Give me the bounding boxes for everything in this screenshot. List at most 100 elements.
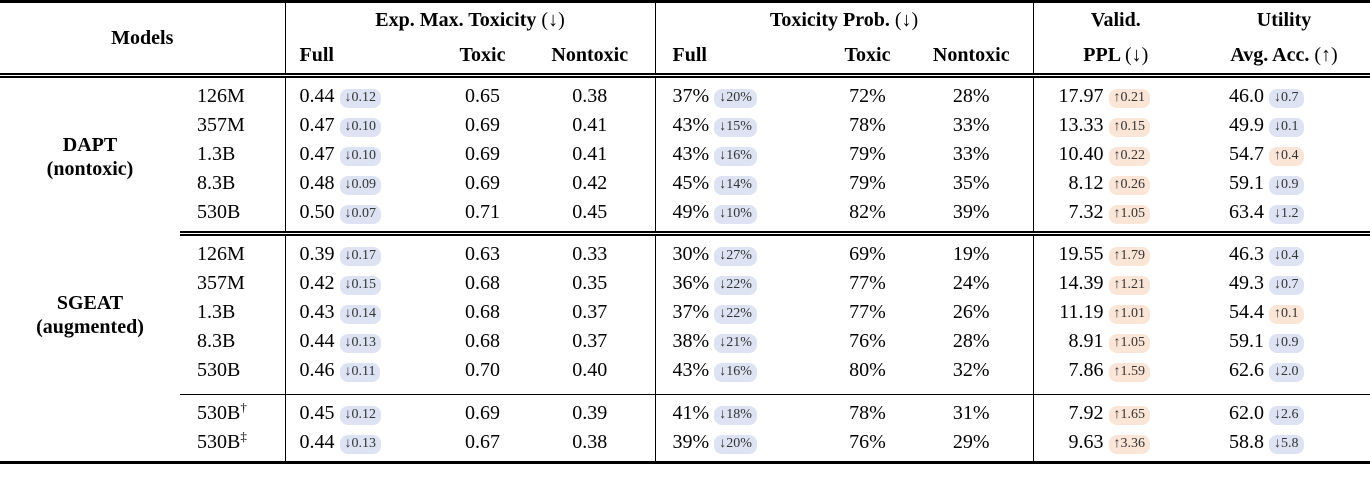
value: 0.65 bbox=[465, 85, 500, 107]
cell-emt-full: 0.47 ↓0.10 bbox=[284, 140, 440, 169]
cell-model-size: 8.3B bbox=[180, 169, 285, 198]
value: 530B bbox=[197, 402, 241, 424]
column-header-emt-toxic: Toxic bbox=[440, 38, 525, 78]
results-table: Models Exp. Max. Toxicity (↓) Toxicity P… bbox=[0, 0, 1370, 464]
column-header-emt-full: Full bbox=[284, 38, 440, 78]
column-header-prob-full: Full bbox=[654, 38, 826, 78]
cell-emt-toxic: 0.68 bbox=[440, 298, 525, 327]
cell-prob-full: 37% ↓22% bbox=[654, 298, 826, 327]
value: 62.6 bbox=[1229, 358, 1265, 381]
table-row: 1.3B 0.43 ↓0.14 0.68 0.37 37% ↓22% 77% 26% 11.19 ↑… bbox=[0, 298, 1370, 327]
value: 33% bbox=[952, 114, 990, 136]
cell-valid-ppl: 7.92 ↑1.65 bbox=[1032, 394, 1199, 428]
value: 63.4 bbox=[1229, 200, 1265, 223]
cell-model-size: 357M bbox=[180, 111, 285, 140]
cell-emt-toxic: 0.68 bbox=[440, 327, 525, 356]
cell-emt-full: 0.47 ↓0.10 bbox=[284, 111, 440, 140]
value: 7.92 bbox=[1068, 401, 1104, 424]
cell-prob-toxic: 69% bbox=[825, 231, 911, 269]
cell-prob-toxic: 82% bbox=[825, 198, 910, 234]
header-row-subcolumns: Full Toxic Nontoxic Full Toxic Nontoxic … bbox=[0, 38, 1370, 78]
table-row: 530B‡ 0.44 ↓0.13 0.67 0.38 39% ↓20% 76% 29% 9.63 ↑… bbox=[0, 428, 1370, 463]
value: 11.19 bbox=[1059, 300, 1104, 323]
cell-prob-full: 37% ↓20% bbox=[654, 75, 826, 111]
value: 77% bbox=[849, 301, 886, 323]
delta-badge: ↓0.13 bbox=[339, 434, 381, 455]
value: 79% bbox=[849, 143, 886, 165]
delta-badge: ↑3.36 bbox=[1108, 434, 1151, 455]
value: 530B bbox=[197, 359, 241, 381]
value: 0.44 bbox=[299, 329, 335, 352]
cell-valid-ppl: 19.55 ↑1.79 bbox=[1032, 231, 1199, 269]
value: 0.69 bbox=[465, 114, 500, 136]
cell-avg-acc: 62.6 ↓2.0 bbox=[1198, 356, 1370, 395]
cell-emt-nontoxic: 0.35 bbox=[525, 269, 655, 298]
delta-badge: ↓22% bbox=[714, 275, 757, 296]
cell-emt-nontoxic: 0.39 bbox=[525, 394, 656, 428]
cell-prob-toxic: 80% bbox=[825, 356, 910, 395]
cell-avg-acc: 49.9 ↓0.1 bbox=[1198, 111, 1370, 140]
cell-emt-full: 0.44 ↓0.12 bbox=[284, 75, 440, 111]
delta-badge: ↓16% bbox=[714, 362, 757, 383]
value: 8.91 bbox=[1068, 329, 1104, 352]
value: 46.3 bbox=[1229, 242, 1265, 265]
cell-model-size: 1.3B bbox=[180, 298, 285, 327]
value: 0.68 bbox=[465, 272, 500, 294]
value: 0.69 bbox=[465, 172, 500, 194]
delta-badge: ↓0.13 bbox=[339, 333, 381, 354]
cell-valid-ppl: 10.40 ↑0.22 bbox=[1032, 140, 1199, 169]
cell-emt-toxic: 0.68 bbox=[440, 269, 525, 298]
table-header: Models Exp. Max. Toxicity (↓) Toxicity P… bbox=[0, 1, 1370, 78]
cell-avg-acc: 46.3 ↓0.4 bbox=[1198, 231, 1370, 269]
value: 13.33 bbox=[1058, 113, 1104, 136]
cell-prob-nontoxic: 26% bbox=[910, 298, 1033, 327]
value: 9.63 bbox=[1068, 430, 1104, 453]
cell-emt-toxic: 0.69 bbox=[440, 140, 525, 169]
delta-badge: ↓27% bbox=[714, 246, 757, 267]
cell-emt-full: 0.39 ↓0.17 bbox=[284, 231, 440, 269]
cell-prob-full: 36% ↓22% bbox=[654, 269, 826, 298]
cell-prob-toxic: 79% bbox=[825, 140, 910, 169]
cell-model-size: 530B† bbox=[180, 394, 285, 428]
down-arrow-icon: (↓) bbox=[541, 9, 565, 31]
value: 69% bbox=[849, 243, 886, 265]
value: 0.37 bbox=[572, 330, 608, 352]
value: 0.71 bbox=[465, 201, 500, 223]
cell-emt-full: 0.46 ↓0.11 bbox=[284, 356, 440, 395]
delta-badge: ↓0.10 bbox=[339, 117, 381, 138]
cell-emt-nontoxic: 0.41 bbox=[525, 111, 655, 140]
value: 33% bbox=[952, 143, 990, 165]
delta-badge: ↓22% bbox=[714, 304, 757, 325]
cell-emt-full: 0.44 ↓0.13 bbox=[284, 428, 440, 463]
value: 0.38 bbox=[572, 85, 608, 107]
column-header-models: Models bbox=[0, 1, 285, 78]
section-530b-variants: 530B† 0.45 ↓0.12 0.69 0.39 41% ↓18% 78% 31% 7.92 ↑… bbox=[0, 394, 1370, 463]
value: 30% bbox=[672, 242, 710, 265]
delta-badge: ↑1.79 bbox=[1108, 246, 1151, 267]
column-header-exp-max-toxicity: Exp. Max. Toxicity (↓) bbox=[284, 1, 656, 38]
table-row: SGEAT (augmented) 126M 0.39 ↓0.17 0.63 0.33 30%… bbox=[0, 231, 1370, 338]
delta-badge: ↓0.7 bbox=[1269, 88, 1304, 109]
cell-emt-nontoxic: 0.45 bbox=[525, 198, 655, 234]
value: 0.69 bbox=[465, 402, 500, 424]
cell-prob-toxic: 78% bbox=[825, 111, 910, 140]
cell-valid-ppl: 11.19 ↑1.01 bbox=[1032, 298, 1199, 327]
value: 8.3B bbox=[197, 172, 236, 194]
cell-avg-acc: 59.1 ↓0.9 bbox=[1198, 169, 1370, 198]
value: 0.70 bbox=[465, 359, 500, 381]
value: 0.67 bbox=[465, 431, 500, 453]
cell-emt-full: 0.50 ↓0.07 bbox=[284, 198, 440, 234]
value: 26% bbox=[952, 301, 990, 323]
value: 357M bbox=[197, 114, 245, 136]
delta-badge: ↓0.15 bbox=[339, 275, 381, 296]
value: 28% bbox=[952, 85, 990, 107]
value: 31% bbox=[952, 402, 990, 424]
group-label-empty bbox=[0, 395, 180, 463]
table-row: 8.3B 0.48 ↓0.09 0.69 0.42 45% ↓14% 79% 35% 8.12 ↑0… bbox=[0, 169, 1370, 198]
cell-emt-toxic: 0.70 bbox=[440, 356, 525, 395]
cell-prob-nontoxic: 19% bbox=[910, 231, 1034, 269]
value: 59.1 bbox=[1229, 329, 1265, 352]
cell-model-size: 530B‡ bbox=[180, 428, 285, 463]
cell-valid-ppl: 8.12 ↑0.26 bbox=[1032, 169, 1199, 198]
cell-prob-toxic: 77% bbox=[825, 298, 910, 327]
